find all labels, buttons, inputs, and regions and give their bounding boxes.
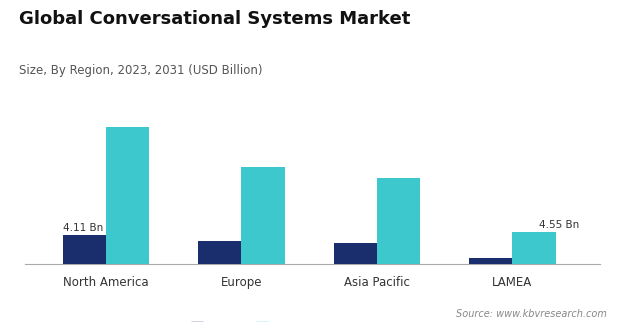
Bar [377, 178, 420, 264]
Bar [469, 259, 513, 264]
Bar [334, 243, 377, 264]
Text: 4.55 Bn: 4.55 Bn [540, 220, 580, 230]
Text: Source: www.kbvresearch.com: Source: www.kbvresearch.com [456, 309, 607, 319]
Bar [513, 232, 556, 264]
Bar [198, 241, 241, 264]
Text: Size, By Region, 2023, 2031 (USD Billion): Size, By Region, 2023, 2031 (USD Billion… [19, 64, 262, 77]
Bar [106, 127, 149, 264]
Bar [241, 167, 285, 264]
Bar [63, 235, 106, 264]
Text: Global Conversational Systems Market: Global Conversational Systems Market [19, 10, 410, 28]
Legend: 2023, 2031: 2023, 2031 [186, 316, 312, 322]
Text: 4.11 Bn: 4.11 Bn [63, 223, 103, 233]
